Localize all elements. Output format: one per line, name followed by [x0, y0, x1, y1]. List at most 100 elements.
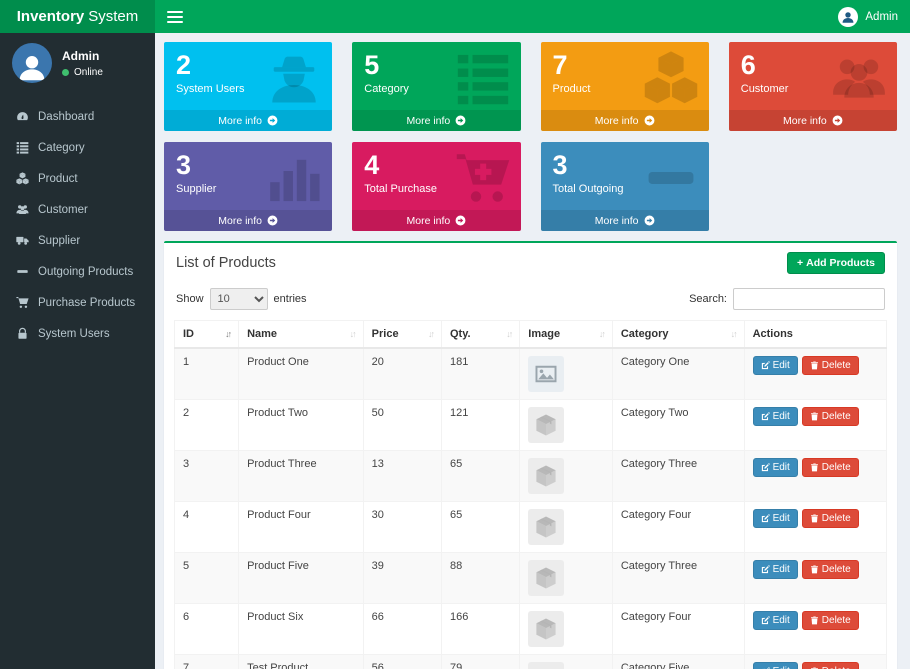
sidebar: Admin Online Dashboard Category Product … [0, 33, 155, 669]
plus-icon: + [797, 257, 804, 269]
edit-button[interactable]: Edit [752, 560, 798, 579]
stat-count: 3 [176, 150, 192, 180]
box-thumbnail [528, 560, 565, 596]
cart-plus-icon [455, 150, 511, 206]
arrow-circle-right-icon [455, 115, 466, 126]
cart-icon [15, 296, 29, 309]
delete-button[interactable]: Delete [801, 662, 859, 669]
more-info-link[interactable]: More info [352, 110, 521, 131]
cell-category: Category Two [611, 399, 745, 451]
cell-qty: 65 [440, 450, 521, 502]
edit-button[interactable]: Edit [752, 356, 798, 375]
stat-cards-grid: 2 System Users More info 5 Category More… [164, 42, 897, 231]
stat-label: Total Purchase [364, 183, 438, 196]
edit-button[interactable]: Edit [752, 611, 798, 630]
edit-button[interactable]: Edit [752, 662, 798, 669]
avatar [12, 43, 52, 83]
stat-count: 5 [364, 50, 380, 80]
navbar: Admin [155, 0, 910, 33]
box-thumbnail [528, 611, 565, 647]
main-content: 2 System Users More info 5 Category More… [155, 33, 910, 669]
minus-icon [643, 150, 699, 206]
column-header-price[interactable]: Price ↓↑ [362, 320, 442, 349]
edit-button[interactable]: Edit [752, 458, 798, 477]
sidebar-item-outgoing-products[interactable]: Outgoing Products [0, 256, 155, 287]
edit-icon [761, 514, 770, 523]
sidebar-item-label: Customer [38, 203, 88, 216]
more-info-link[interactable]: More info [164, 110, 333, 131]
page-length-select[interactable]: 10 [209, 288, 268, 310]
trash-icon [810, 565, 819, 574]
sidebar-menu: Dashboard Category Product Customer Supp… [0, 101, 155, 349]
delete-button[interactable]: Delete [801, 560, 859, 579]
stat-label: Customer [740, 83, 789, 96]
cubes-icon [15, 172, 29, 185]
sidebar-item-customer[interactable]: Customer [0, 194, 155, 225]
delete-button[interactable]: Delete [801, 407, 859, 426]
more-info-link[interactable]: More info [540, 110, 709, 131]
products-panel: List of Products + Add Products Show 10 e… [164, 241, 897, 669]
more-info-link[interactable]: More info [352, 210, 521, 231]
search-input[interactable] [733, 288, 885, 310]
delete-button[interactable]: Delete [801, 611, 859, 630]
box-thumbnail [528, 458, 565, 494]
edit-button[interactable]: Edit [752, 509, 798, 528]
sidebar-item-supplier[interactable]: Supplier [0, 225, 155, 256]
table-row: 6 Product Six 66 166 Category Four Edit … [173, 603, 888, 655]
arrow-circle-right-icon [455, 215, 466, 226]
navbar-user-menu[interactable]: Admin [838, 6, 898, 27]
column-header-image[interactable]: Image ↓↑ [519, 320, 613, 349]
cell-price: 56 [362, 654, 442, 669]
sidebar-item-category[interactable]: Category [0, 132, 155, 163]
list-icon [15, 141, 29, 154]
bar-chart-icon [266, 150, 322, 206]
column-header-id[interactable]: ID ↓↑ [173, 320, 240, 349]
add-products-button[interactable]: + Add Products [787, 252, 885, 274]
cell-price: 13 [362, 450, 442, 502]
sidebar-item-dashboard[interactable]: Dashboard [0, 101, 155, 132]
stat-count: 2 [176, 50, 192, 80]
more-info-link[interactable]: More info [540, 210, 709, 231]
arrow-circle-right-icon [644, 215, 655, 226]
cell-name: Product Five [238, 552, 364, 604]
more-info-link[interactable]: More info [728, 110, 897, 131]
cell-id: 6 [173, 603, 240, 655]
column-header-name[interactable]: Name ↓↑ [238, 320, 364, 349]
edit-button[interactable]: Edit [752, 407, 798, 426]
stat-card-product: 7 Product More info [540, 42, 709, 131]
sort-icon: ↓↑ [730, 329, 738, 339]
table-row: 4 Product Four 30 65 Category Four Edit … [173, 501, 888, 553]
stat-count: 3 [552, 150, 568, 180]
cell-category: Category Five [611, 654, 745, 669]
sidebar-toggle-icon[interactable] [167, 8, 183, 26]
column-header-qty[interactable]: Qty. ↓↑ [440, 320, 521, 349]
sidebar-item-purchase-products[interactable]: Purchase Products [0, 287, 155, 318]
stat-label: Product [552, 83, 591, 96]
cell-price: 20 [362, 347, 442, 400]
cell-id: 3 [173, 450, 240, 502]
cell-price: 39 [362, 552, 442, 604]
brand-bold: Inventory [16, 8, 85, 25]
sidebar-item-product[interactable]: Product [0, 163, 155, 194]
column-header-category[interactable]: Category ↓↑ [611, 320, 745, 349]
stat-card-system-users: 2 System Users More info [164, 42, 333, 131]
search-label: Search: [689, 293, 727, 305]
sidebar-item-label: Dashboard [38, 110, 95, 123]
cell-category: Category One [611, 347, 745, 400]
brand-logo[interactable]: Inventory System [0, 0, 155, 33]
sidebar-item-system-users[interactable]: System Users [0, 318, 155, 349]
show-label: Show [176, 293, 204, 305]
delete-button[interactable]: Delete [801, 509, 859, 528]
cell-name: Product Four [238, 501, 364, 553]
delete-button[interactable]: Delete [801, 458, 859, 477]
stat-count: 7 [552, 50, 568, 80]
more-info-link[interactable]: More info [164, 210, 333, 231]
box-thumbnail [528, 662, 565, 669]
cell-name: Product Six [238, 603, 364, 655]
stat-card-category: 5 Category More info [352, 42, 521, 131]
top-header: Inventory System Admin [0, 0, 910, 33]
arrow-circle-right-icon [644, 115, 655, 126]
delete-button[interactable]: Delete [801, 356, 859, 375]
sidebar-item-label: Supplier [38, 234, 81, 247]
cell-name: Product Two [238, 399, 364, 451]
